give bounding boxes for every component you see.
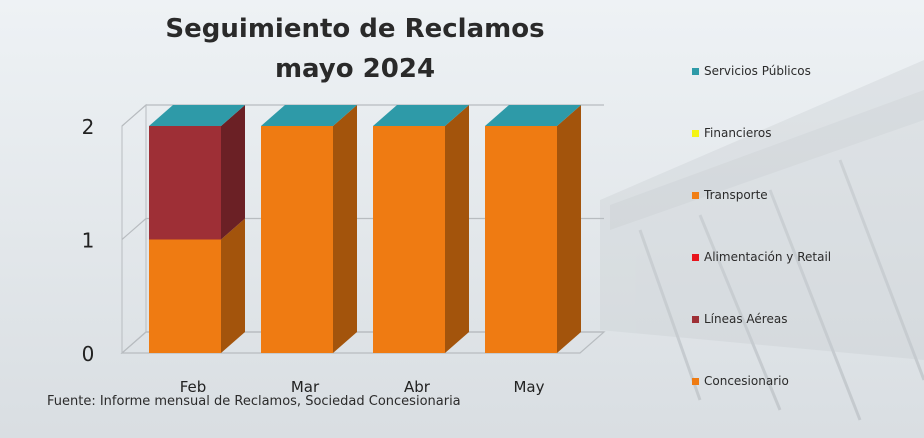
bar-top-cap [149, 105, 245, 126]
legend-swatch [692, 253, 699, 261]
background-photo [600, 60, 924, 421]
bar-segment [149, 239, 221, 353]
legend-swatch [692, 67, 699, 75]
legend-label: Líneas Aéreas [704, 312, 788, 326]
legend-label: Transporte [704, 188, 768, 202]
legend-item: Transporte [692, 188, 768, 202]
legend-swatch [692, 191, 699, 199]
chart-subtitle: mayo 2024 [274, 54, 436, 84]
bar-segment-side [445, 105, 469, 353]
x-tick-label: Mar [291, 378, 320, 396]
bar-segment-side [557, 105, 581, 353]
x-tick-label: May [513, 378, 544, 396]
bar-top-cap [261, 105, 357, 126]
legend-item: Alimentación y Retail [692, 250, 831, 264]
legend-label: Concesionario [704, 374, 789, 388]
bar-segment-side [333, 105, 357, 353]
legend-swatch [692, 129, 699, 137]
y-tick-label: 1 [82, 229, 95, 253]
legend-item: Concesionario [692, 374, 789, 388]
legend-label: Alimentación y Retail [704, 250, 832, 264]
plot-area: 0 1 2 Feb Mar Abr May [82, 103, 606, 396]
legend-item: Servicios Públicos [692, 64, 811, 78]
legend-label: Financieros [704, 126, 772, 140]
bar-segment [261, 126, 333, 353]
x-tick-label: Feb [180, 378, 207, 396]
bar-segment-side [221, 218, 245, 353]
legend-swatch [692, 377, 699, 385]
bar-segment [149, 126, 221, 240]
x-tick-label: Abr [404, 378, 431, 396]
legend-item: Financieros [692, 126, 772, 140]
bar-top-cap [485, 105, 581, 126]
bar-segment-side [221, 105, 245, 240]
chart-source: Fuente: Informe mensual de Reclamos, Soc… [47, 394, 461, 409]
y-tick-label: 2 [82, 115, 95, 139]
y-tick-label: 0 [82, 342, 95, 366]
legend-label: Servicios Públicos [704, 64, 811, 78]
bar-top-cap [373, 105, 469, 126]
bar-segment [485, 126, 557, 353]
chart-title: Seguimiento de Reclamos [165, 14, 545, 44]
legend-swatch [692, 315, 699, 323]
bar-segment [373, 126, 445, 353]
legend-item: Líneas Aéreas [692, 312, 787, 326]
